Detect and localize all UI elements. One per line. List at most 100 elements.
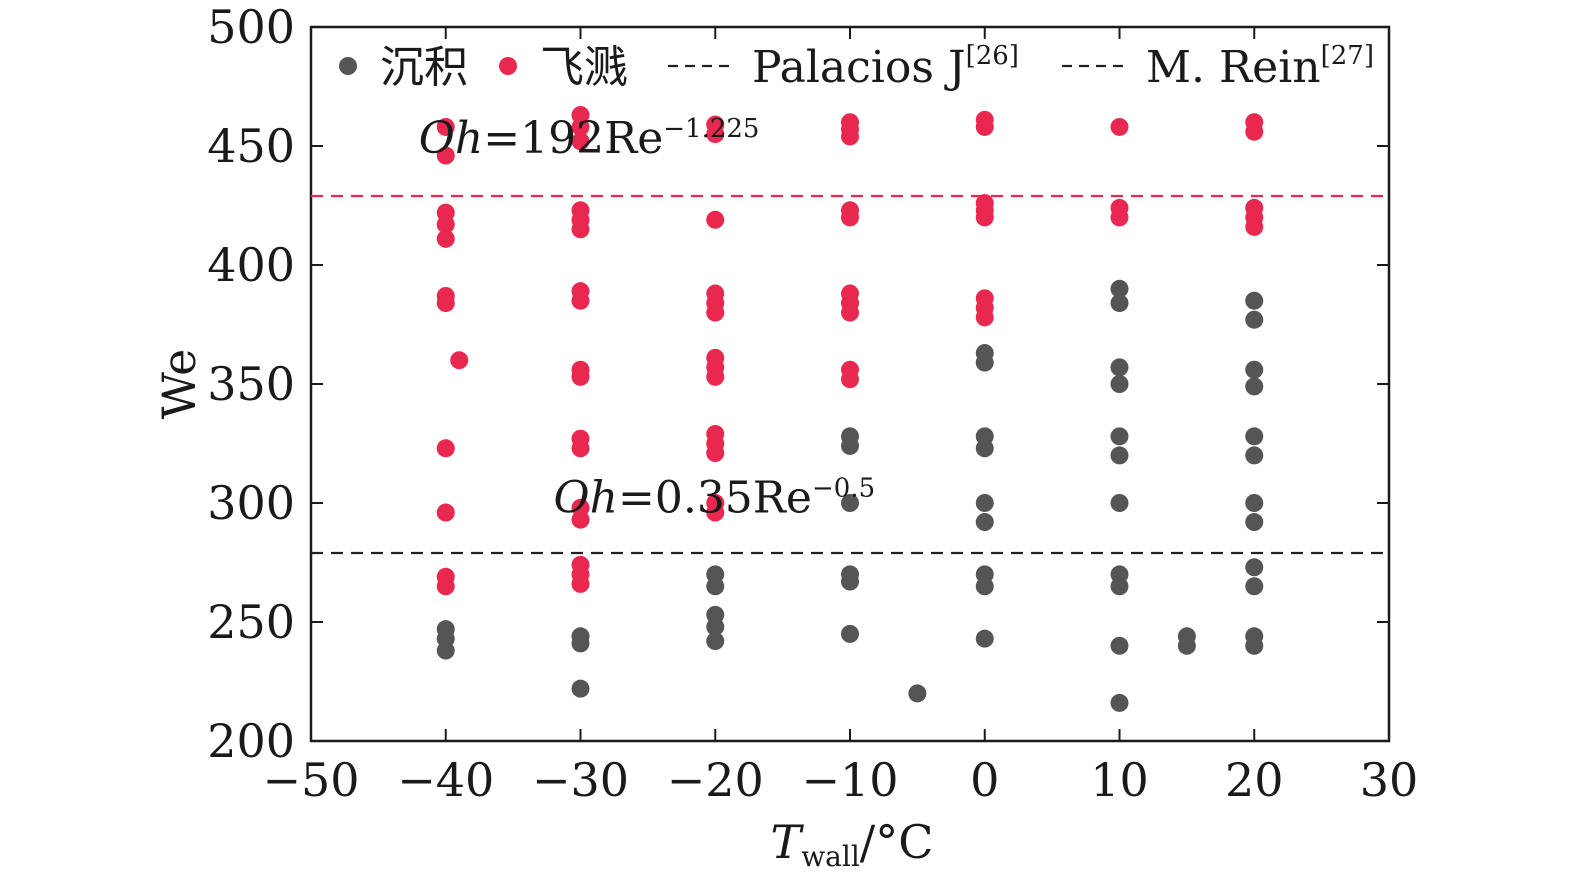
point-series-1 [1110,494,1129,512]
point-series-1 [1110,427,1129,446]
point-series-2 [1245,217,1264,236]
x-tick-label: −20 [667,753,764,807]
reference-line-label-1: Oh=192Re−1.225 [419,113,760,164]
point-series-1 [571,679,590,698]
point-series-1 [1110,358,1129,377]
point-series-2 [975,117,994,136]
point-series-2 [1245,122,1264,141]
point-series-1 [841,494,859,512]
tick-labels: −50 −40 −30 −20 −10 0 10 20 30 200 250 300 350 400 450… [207,0,1418,807]
point-series-2 [436,117,455,136]
point-series-2 [436,439,455,458]
x-axis-label-sub: wall [801,840,860,873]
y-tick-label: 350 [207,357,295,411]
point-series-1 [1177,636,1196,655]
point-series-2 [706,303,725,322]
point-series-1 [1245,360,1264,379]
point-series-1 [841,436,859,455]
point-series-2 [571,220,590,239]
point-series-2 [841,127,859,146]
x-axis-label-main: T [771,815,805,869]
point-series-1 [1245,513,1264,532]
legend-label: M. Rein[27] [1146,41,1374,93]
legend-label: Palacios J[26] [752,41,1019,93]
point-series-1 [975,439,994,458]
point-series-1 [1110,279,1129,298]
point-series-1 [1110,636,1129,655]
y-tick-label: 500 [207,0,295,54]
point-series-2 [571,574,590,593]
point-series-1 [841,624,859,643]
point-series-2 [571,510,590,529]
point-series-1 [975,629,994,648]
point-series-2 [706,367,725,386]
x-axis-label-unit: /°C [860,815,934,869]
point-series-2 [571,367,590,386]
point-series-1 [975,353,994,372]
x-tick-label: 30 [1360,753,1419,807]
annotations: Oh=192Re−1.225 Oh=0.35Re−0.5 [419,113,875,523]
point-series-2 [975,208,994,227]
y-tick-label: 300 [207,476,295,530]
point-series-1 [571,634,590,653]
point-series-2 [841,303,859,322]
point-series-2 [841,208,859,227]
x-tick-label: −30 [532,753,629,807]
reference-line-label-2: Oh=0.35Re−0.5 [554,473,876,524]
point-series-1 [1245,636,1264,655]
point-series-2 [436,215,455,234]
point-series-2 [571,439,590,458]
point-series-2 [436,146,455,165]
point-series-1 [1110,294,1129,313]
point-series-1 [1110,375,1129,393]
legend-marker [339,57,357,75]
y-axis-label: We [152,349,206,420]
y-tick-label: 400 [207,238,295,292]
point-series-2 [1110,117,1129,136]
point-series-1 [975,577,994,596]
point-series-1 [975,513,994,532]
point-series-2 [450,351,469,370]
point-series-2 [571,117,590,136]
point-series-1 [908,684,927,703]
point-series-2 [436,577,455,596]
y-tick-label: 450 [207,119,295,173]
point-series-2 [436,503,455,522]
point-series-1 [841,572,859,591]
x-tick-label: −40 [397,753,494,807]
point-series-2 [706,125,725,144]
point-series-1 [1110,446,1129,465]
point-series-2 [436,294,455,313]
point-series-1 [1245,494,1264,512]
point-series-2 [1110,208,1129,227]
point-series-1 [1110,693,1129,712]
point-series-2 [706,210,725,229]
legend: 沉积 飞溅 Palacios J[26] M. Rein[27] [339,41,1374,93]
point-series-1 [1245,310,1264,329]
x-tick-label: 10 [1090,753,1149,807]
legend-marker [499,57,517,75]
point-series-1 [1245,427,1264,446]
point-series-1 [706,632,725,651]
point-series-1 [1245,446,1264,465]
y-tick-label: 200 [207,714,295,768]
x-tick-label: −10 [801,753,898,807]
point-series-1 [1110,577,1129,596]
x-tick-label: 0 [970,753,999,807]
x-tick-label: 20 [1225,753,1284,807]
axis-ticks [310,26,1390,742]
point-series-1 [436,641,455,660]
point-series-1 [1245,558,1264,577]
x-axis-label: Twall/°C [771,815,934,873]
point-series-2 [571,291,590,310]
point-series-2 [571,132,590,151]
point-series-1 [1245,377,1264,396]
legend-label: 沉积 [380,42,468,93]
legend-label: 飞溅 [540,42,628,93]
x-tick-label: −50 [262,753,359,807]
point-series-1 [975,494,994,512]
point-series-2 [841,370,859,389]
y-tick-label: 250 [207,595,295,649]
point-series-1 [1245,577,1264,596]
point-series-1 [706,577,725,596]
